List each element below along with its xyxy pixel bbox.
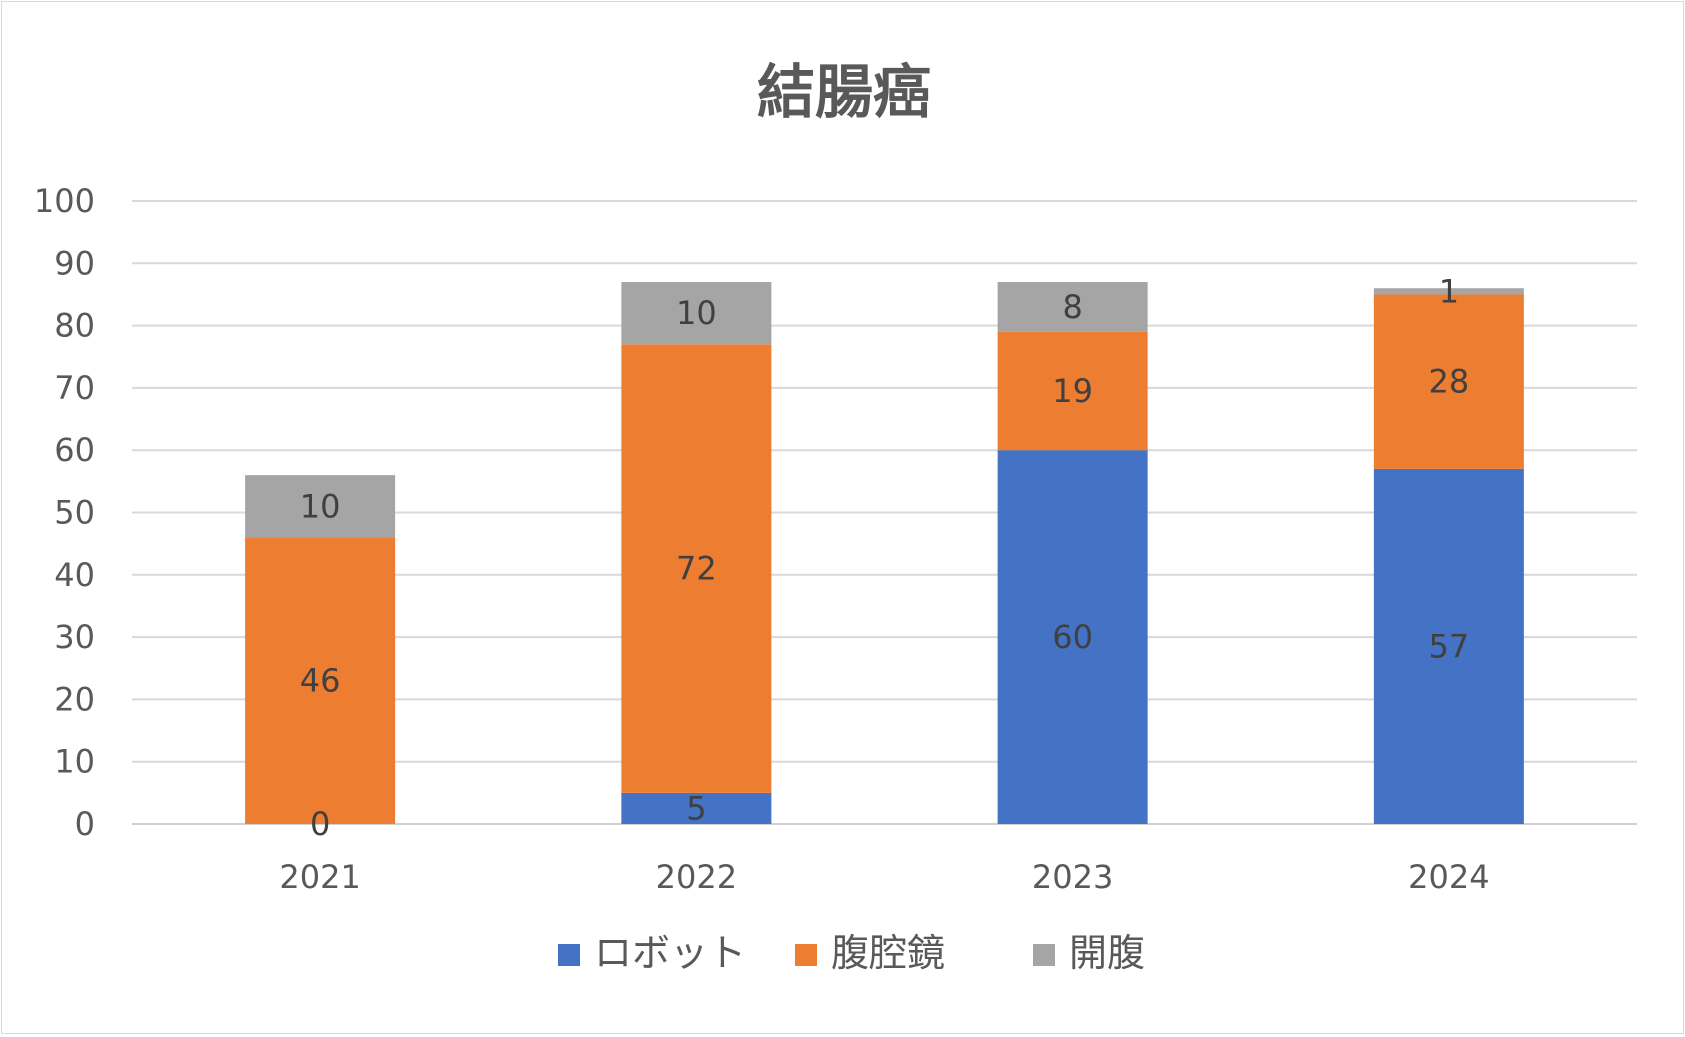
- y-tick-label-80: 80: [54, 307, 95, 345]
- data-label-2022-series-1: 72: [676, 550, 717, 588]
- data-label-2022-series-2: 10: [676, 294, 717, 332]
- legend: ロボット 腹腔鏡 開腹: [558, 931, 1145, 975]
- bar-2023-series-2: [997, 281, 1148, 332]
- y-tick-label-30: 30: [54, 618, 95, 656]
- data-label-2024-series-2: 1: [1439, 272, 1459, 310]
- y-tick-label-70: 70: [54, 369, 95, 407]
- x-tick-label-2021: 2021: [279, 858, 360, 896]
- y-tick-label-0: 0: [75, 805, 95, 843]
- y-tick-label-20: 20: [54, 680, 95, 718]
- bar-2024-series-1: [1373, 294, 1524, 469]
- legend-label-2: 開腹: [1069, 931, 1145, 975]
- data-label-2023-series-1: 19: [1052, 372, 1093, 410]
- x-tick-label-2024: 2024: [1408, 858, 1489, 896]
- bar-2022-series-1: [621, 344, 772, 793]
- y-axis-ticks: 0 10 20 30 40 50 60 70 80 90 100: [34, 182, 95, 843]
- bar-2022-series-0: [621, 792, 772, 824]
- data-label-2024-series-0: 57: [1429, 627, 1470, 665]
- y-tick-label-90: 90: [54, 244, 95, 282]
- y-tick-label-60: 60: [54, 431, 95, 469]
- x-tick-label-2022: 2022: [656, 858, 737, 896]
- legend-swatch-1: [795, 944, 817, 966]
- legend-label-1: 腹腔鏡: [831, 931, 945, 975]
- legend-swatch-2: [1033, 944, 1055, 966]
- x-tick-label-2023: 2023: [1032, 858, 1113, 896]
- data-labels: 0 46 10 5 72 10 60 19 8 57 28 1: [300, 272, 1469, 843]
- data-label-2021-series-0: 0: [310, 805, 330, 843]
- bar-2024-series-2: [1373, 288, 1524, 295]
- data-label-2021-series-1: 46: [300, 662, 341, 700]
- legend-label-0: ロボット: [594, 931, 746, 975]
- y-tick-label-50: 50: [54, 494, 95, 532]
- data-label-2022-series-0: 5: [686, 789, 706, 827]
- bar-2024-series-0: [1373, 468, 1524, 824]
- y-tick-label-40: 40: [54, 556, 95, 594]
- bar-2023-series-1: [997, 331, 1148, 451]
- data-label-2021-series-2: 10: [300, 487, 341, 525]
- bar-2022-series-2: [621, 281, 772, 345]
- data-label-2023-series-2: 8: [1062, 288, 1082, 326]
- bars: [245, 281, 1524, 824]
- bar-2021-series-2: [245, 475, 396, 538]
- data-label-2024-series-1: 28: [1429, 363, 1470, 401]
- y-tick-label-10: 10: [54, 743, 95, 781]
- x-axis-ticks: 2021 2022 2023 2024: [279, 858, 1489, 896]
- bar-2023-series-0: [997, 450, 1148, 824]
- legend-swatch-0: [558, 944, 580, 966]
- y-tick-label-100: 100: [34, 182, 95, 220]
- data-label-2023-series-0: 60: [1052, 618, 1093, 656]
- chart-title: 結腸癌: [757, 58, 931, 126]
- bar-2021-series-1: [245, 537, 396, 824]
